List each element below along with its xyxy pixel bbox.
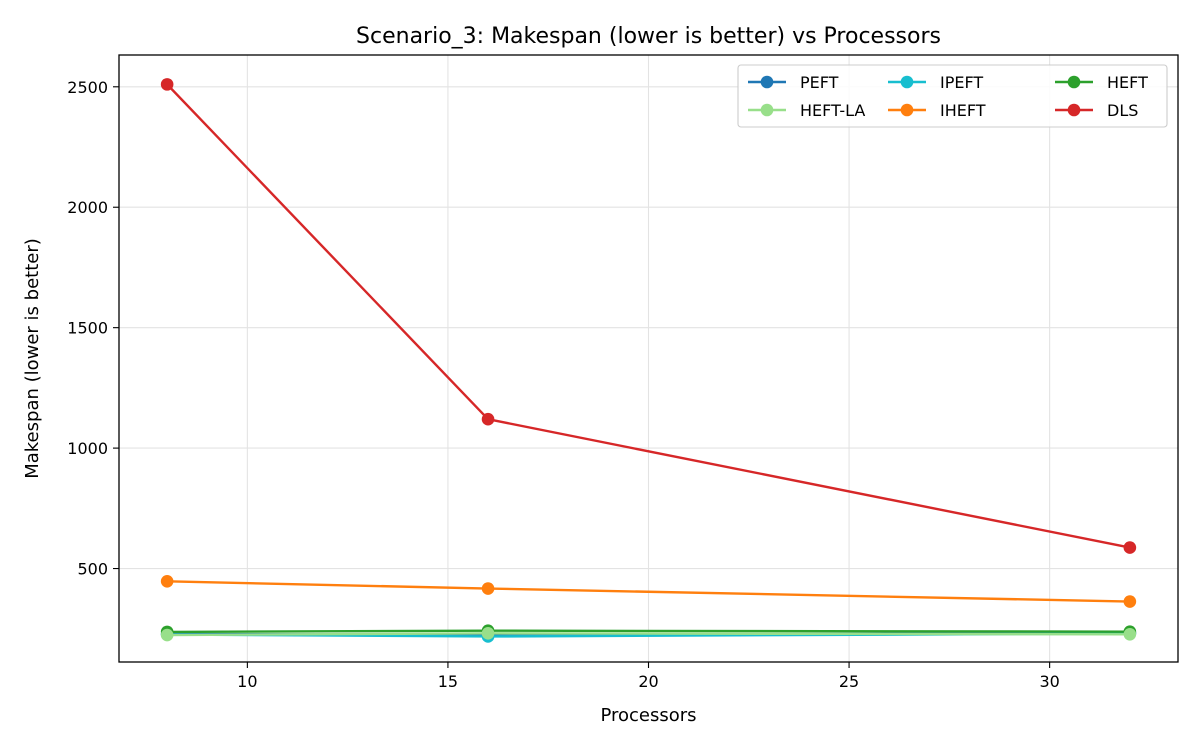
legend-item-dls: DLS	[1055, 101, 1138, 120]
data-point	[481, 582, 495, 595]
y-tick-label: 2500	[67, 78, 108, 97]
x-axis-label: Processors	[600, 705, 696, 726]
data-point	[481, 627, 495, 640]
data-point	[1123, 595, 1137, 608]
y-tick-label: 2000	[67, 198, 108, 217]
data-point	[160, 628, 174, 642]
series-dls	[160, 78, 1137, 554]
legend-item-peft: PEFT	[748, 73, 839, 92]
legend-label: PEFT	[800, 73, 839, 92]
x-axis-ticks: 10 15 20 25 30	[237, 662, 1060, 691]
series-layer	[160, 78, 1137, 643]
legend-label: IHEFT	[940, 101, 986, 120]
legend: PEFT IPEFT HEFT HEFT-LA IHEFT DLS	[737, 64, 1168, 128]
y-axis-ticks: 500 1000 1500 2000 2500	[67, 78, 119, 579]
legend-swatch-marker	[760, 103, 774, 117]
legend-item-ipeft: IPEFT	[888, 73, 983, 92]
data-point	[481, 412, 495, 426]
data-point	[1123, 627, 1137, 641]
legend-item-heft: HEFT	[1055, 73, 1148, 92]
y-tick-label: 1500	[67, 319, 108, 338]
chart-title: Scenario_3: Makespan (lower is better) v…	[356, 24, 941, 49]
y-axis-label: Makespan (lower is better)	[22, 238, 43, 479]
legend-item-heft-la: HEFT-LA	[748, 101, 865, 120]
data-point	[160, 575, 174, 588]
data-point	[1123, 541, 1137, 554]
x-tick-label: 25	[839, 672, 859, 691]
legend-swatch-marker	[900, 75, 914, 89]
legend-swatch-marker	[1067, 103, 1081, 117]
series-iheft	[160, 575, 1137, 608]
legend-swatch-marker	[1067, 75, 1081, 89]
legend-swatch-marker	[900, 103, 914, 117]
legend-label: IPEFT	[940, 73, 983, 92]
legend-swatch-marker	[760, 75, 774, 89]
x-tick-label: 20	[638, 672, 658, 691]
y-tick-label: 1000	[67, 439, 108, 458]
legend-label: DLS	[1107, 101, 1138, 120]
series-line	[167, 629, 1130, 634]
x-tick-label: 10	[237, 672, 257, 691]
y-tick-label: 500	[77, 560, 108, 579]
legend-item-iheft: IHEFT	[888, 101, 986, 120]
x-tick-label: 15	[438, 672, 458, 691]
x-tick-label: 30	[1039, 672, 1059, 691]
legend-frame	[737, 64, 1168, 128]
series-heft-la	[160, 627, 1137, 642]
legend-label: HEFT	[1107, 73, 1148, 92]
legend-label: HEFT-LA	[800, 101, 865, 120]
series-line	[167, 632, 1130, 637]
data-point	[160, 78, 174, 91]
